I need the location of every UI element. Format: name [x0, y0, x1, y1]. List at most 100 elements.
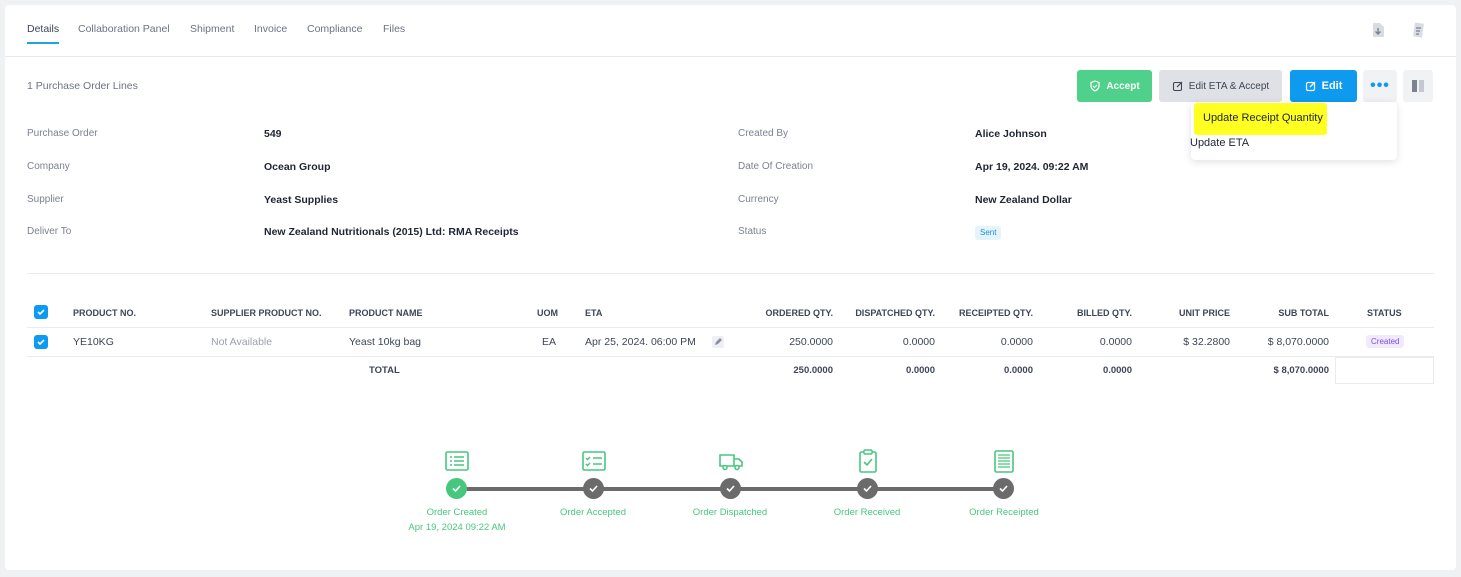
- total-billed-qty: 0.0000: [1102, 365, 1132, 376]
- menu-highlight: [1194, 103, 1327, 135]
- more-actions-menu: Update Receipt Quantity Update ETA: [1190, 102, 1397, 160]
- step-label-receipted: Order Receipted: [969, 507, 1039, 518]
- purchase-order-label: Purchase Order: [27, 128, 98, 139]
- select-all-checkbox[interactable]: [34, 305, 48, 319]
- company-value: Ocean Group: [264, 161, 331, 173]
- edit-button[interactable]: Edit: [1290, 70, 1357, 102]
- edit-icon: [1305, 81, 1316, 92]
- check-icon: [452, 485, 461, 493]
- tab-invoice[interactable]: Invoice: [254, 23, 288, 35]
- clipboard-check-icon: [859, 449, 877, 473]
- row-status-badge: Created: [1366, 335, 1405, 348]
- checklist-icon: [582, 451, 606, 471]
- check-icon: [589, 485, 598, 493]
- dispatched-qty: 0.0000: [902, 336, 935, 348]
- col-product-name: PRODUCT NAME: [349, 308, 423, 318]
- step-label-accepted: Order Accepted: [559, 507, 626, 518]
- uom: EA: [542, 336, 557, 348]
- product-name: Yeast 10kg bag: [349, 336, 422, 348]
- col-product-no: PRODUCT NO.: [73, 308, 136, 318]
- columns-icon: [1412, 80, 1424, 92]
- unit-price: $ 32.2800: [1183, 336, 1230, 348]
- total-dispatched-qty: 0.0000: [905, 365, 935, 376]
- created-by-label: Created By: [738, 128, 789, 139]
- tab-files[interactable]: Files: [383, 23, 406, 35]
- col-eta: ETA: [585, 308, 603, 318]
- eta-value: Apr 25, 2024. 06:00 PM: [585, 336, 696, 348]
- sub-total: $ 8,070.0000: [1267, 336, 1329, 348]
- accept-button[interactable]: Accept: [1077, 70, 1152, 102]
- deliver-to-label: Deliver To: [27, 226, 72, 237]
- check-icon: [37, 339, 45, 346]
- step-label-created: Order Created: [426, 507, 488, 518]
- total-status-cell: [1335, 357, 1434, 384]
- tab-details[interactable]: Details: [27, 23, 60, 44]
- deliver-to-value: New Zealand Nutritionals (2015) Ltd: RMA…: [264, 226, 519, 238]
- timeline-dot-created: [446, 478, 467, 499]
- col-supplier-product-no: SUPPLIER PRODUCT NO.: [211, 308, 322, 318]
- tab-collaboration-panel[interactable]: Collaboration Panel: [78, 23, 170, 35]
- receipted-qty: 0.0000: [1000, 336, 1033, 348]
- step-created-date: Apr 19, 2024 09:22 AM: [408, 522, 506, 533]
- edit-icon: [1172, 81, 1183, 92]
- header-divider: [27, 327, 1434, 328]
- col-uom: UOM: [537, 308, 558, 318]
- product-no: YE10KG: [73, 336, 114, 348]
- total-label: TOTAL: [369, 365, 400, 376]
- pdf-export-icon[interactable]: [1409, 21, 1427, 39]
- row-divider: [27, 356, 1434, 357]
- main-card: Details Collaboration Panel Shipment Inv…: [5, 5, 1456, 570]
- tab-bar: Details Collaboration Panel Shipment Inv…: [5, 5, 1456, 57]
- total-ordered-qty: 250.0000: [793, 365, 833, 376]
- timeline-dot-dispatched: [720, 478, 741, 499]
- col-unit-price: UNIT PRICE: [1178, 308, 1230, 318]
- order-list-icon: [445, 451, 469, 471]
- date-of-creation-value: Apr 19, 2024. 09:22 AM: [975, 161, 1089, 173]
- ordered-qty: 250.0000: [789, 336, 833, 348]
- col-dispatched-qty: DISPATCHED QTY.: [855, 308, 935, 318]
- total-receipted-qty: 0.0000: [1003, 365, 1033, 376]
- menu-item-update-receipt-quantity[interactable]: Update Receipt Quantity: [1203, 112, 1323, 124]
- col-sub-total: SUB TOTAL: [1278, 308, 1329, 318]
- more-dots-icon: •••: [1370, 77, 1390, 94]
- status-badge: Sent: [975, 226, 1002, 240]
- check-icon: [37, 309, 45, 316]
- col-status: STATUS: [1367, 308, 1402, 318]
- accept-label: Accept: [1106, 80, 1140, 92]
- section-divider: [27, 273, 1434, 274]
- currency-label: Currency: [738, 194, 779, 205]
- total-sub-total: $ 8,070.0000: [1273, 365, 1329, 376]
- check-icon: [999, 485, 1008, 493]
- col-receipted-qty: RECEIPTED QTY.: [958, 308, 1033, 318]
- edit-eta-accept-label: Edit ETA & Accept: [1188, 80, 1270, 92]
- col-billed-qty: BILLED QTY.: [1076, 308, 1132, 318]
- date-of-creation-label: Date Of Creation: [738, 161, 814, 172]
- edit-eta-accept-button[interactable]: Edit ETA & Accept: [1159, 70, 1282, 102]
- created-by-value: Alice Johnson: [975, 128, 1047, 140]
- col-ordered-qty: ORDERED QTY.: [765, 308, 833, 318]
- check-icon: [863, 485, 872, 493]
- toggle-panel-button[interactable]: [1403, 70, 1433, 102]
- delivery-truck-icon: [719, 454, 743, 471]
- row-checkbox[interactable]: [34, 335, 48, 349]
- po-lines-count: 1 Purchase Order Lines: [27, 80, 138, 92]
- tab-compliance[interactable]: Compliance: [307, 23, 363, 35]
- edit-label: Edit: [1321, 80, 1343, 92]
- supplier-product-no: Not Available: [211, 336, 273, 348]
- purchase-order-value: 549: [264, 128, 282, 140]
- edit-eta-icon[interactable]: [712, 336, 724, 348]
- status-label: Status: [738, 226, 767, 237]
- more-actions-button[interactable]: •••: [1363, 70, 1397, 102]
- shield-check-icon: [1090, 80, 1100, 92]
- step-label-dispatched: Order Dispatched: [692, 507, 768, 518]
- download-document-icon[interactable]: [1369, 21, 1387, 39]
- menu-item-update-eta[interactable]: Update ETA: [1190, 137, 1250, 149]
- supplier-value: Yeast Supplies: [264, 194, 339, 206]
- timeline-dot-accepted: [583, 478, 604, 499]
- step-label-received: Order Received: [833, 507, 901, 518]
- currency-value: New Zealand Dollar: [975, 194, 1072, 206]
- tab-shipment[interactable]: Shipment: [190, 23, 235, 35]
- receipt-icon: [994, 450, 1014, 473]
- supplier-label: Supplier: [27, 194, 64, 205]
- check-icon: [726, 485, 735, 493]
